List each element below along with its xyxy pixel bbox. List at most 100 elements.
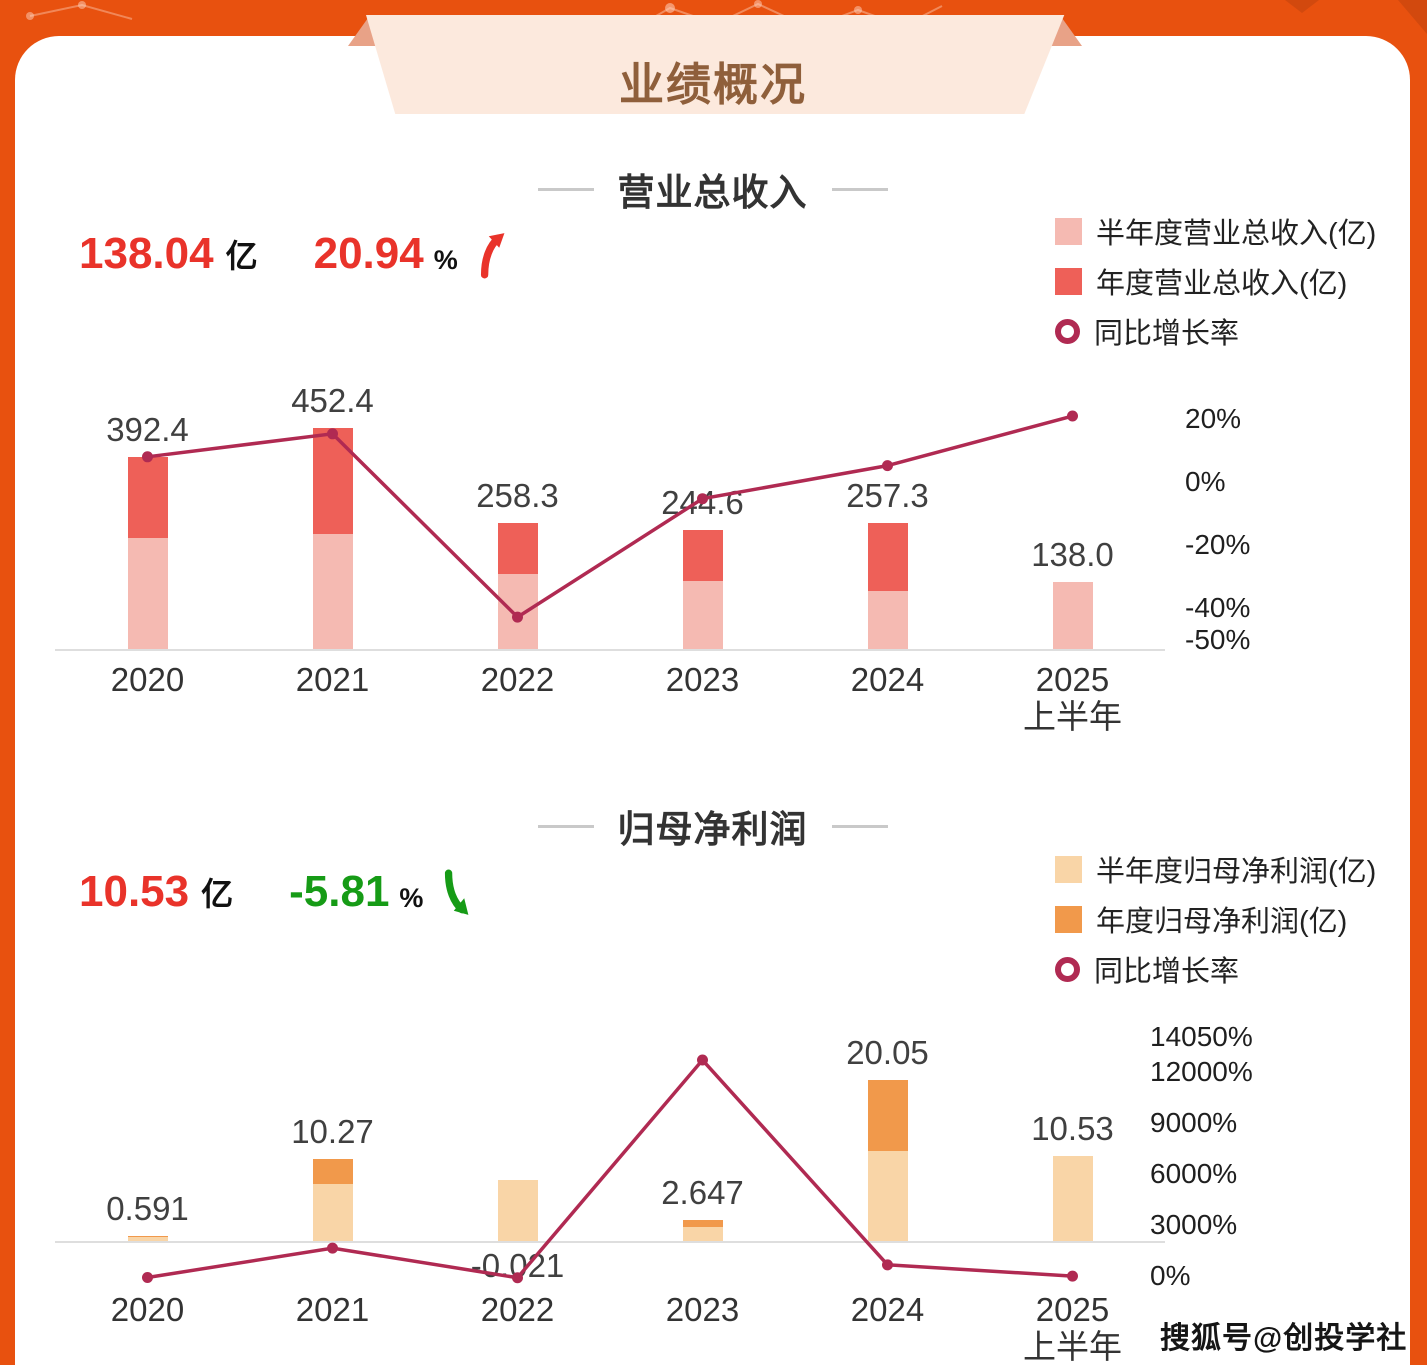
right-axis-tick-label: 3000% xyxy=(1150,1209,1238,1240)
x-axis-label: 2025 上半年 xyxy=(983,661,1163,735)
legend-item: 年度归母净利润(亿) xyxy=(1055,904,1376,938)
annual-bar-segment xyxy=(682,1219,723,1227)
half-year-bar-segment xyxy=(312,1184,353,1241)
bar-value-label: 138.0 xyxy=(1031,535,1114,573)
legend-label: 年度营业总收入(亿) xyxy=(1096,268,1348,300)
x-axis-label: 2024 xyxy=(798,661,978,698)
legend-square-swatch xyxy=(1055,217,1082,245)
bar-value-label: 10.53 xyxy=(1031,1110,1114,1148)
growth-point xyxy=(882,1259,893,1271)
stat-pct: 20.94 xyxy=(313,229,424,278)
revenue-chart-title-row: 营业总收入 xyxy=(15,162,1410,216)
bar-value-label: 452.4 xyxy=(291,382,374,420)
title-dash-right xyxy=(831,187,888,191)
annual-bar-segment xyxy=(127,457,168,539)
half-year-bar-segment xyxy=(127,538,168,649)
revenue-stat-row: 138.04 亿 20.94% xyxy=(79,229,512,279)
x-axis-label: 2023 xyxy=(613,661,793,698)
legend-label: 年度归母净利润(亿) xyxy=(1096,906,1348,938)
net-profit-chart-title-row: 归母净利润 xyxy=(15,799,1410,853)
x-axis-label-year: 2025 xyxy=(1035,1291,1110,1328)
stat-pct: -5.81 xyxy=(289,867,390,916)
annual-bar-segment xyxy=(867,1080,908,1152)
stat-unit: 亿 xyxy=(225,238,258,274)
x-axis-label-year: 2021 xyxy=(295,661,370,698)
x-axis-label: 2020 xyxy=(58,1291,238,1328)
stat-pct-unit: % xyxy=(433,245,458,275)
bar-value-label: 392.4 xyxy=(106,411,189,449)
bar-value-label: 244.6 xyxy=(661,483,744,521)
half-year-bar-segment xyxy=(1052,1156,1093,1241)
legend-label: 同比增长率 xyxy=(1094,318,1240,350)
trend-down-arrow-icon xyxy=(445,869,469,915)
right-axis-tick-label: -20% xyxy=(1185,529,1251,560)
stat-unit: 亿 xyxy=(201,876,234,912)
arrow-head xyxy=(454,898,469,915)
right-axis-tick-label: 0% xyxy=(1150,1260,1191,1291)
watermark: 搜狐号@创投学社 xyxy=(1160,1322,1408,1355)
annual-bar-segment xyxy=(127,1236,168,1238)
bar-value-label: 2.647 xyxy=(661,1173,744,1211)
annual-bar-segment xyxy=(682,529,723,582)
half-year-bar-segment xyxy=(1052,581,1093,649)
legend-square-swatch xyxy=(1055,905,1082,933)
half-year-bar-segment xyxy=(312,534,353,649)
x-axis-label: 2022 xyxy=(428,661,608,698)
right-axis-tick-label: 12000% xyxy=(1150,1056,1253,1087)
annual-bar-segment xyxy=(312,428,353,535)
trend-up-arrow-icon xyxy=(480,233,505,279)
banner-title: 业绩概况 xyxy=(618,59,807,110)
half-year-bar-segment xyxy=(682,581,723,649)
x-axis-label-year: 2020 xyxy=(110,661,185,698)
half-year-bar-segment xyxy=(867,1151,908,1241)
banner-ribbon: 业绩概况 xyxy=(365,15,1065,114)
x-axis-label: 2022 xyxy=(428,1291,608,1328)
right-axis-tick-label: -50% xyxy=(1185,623,1251,655)
bar-value-label: 20.05 xyxy=(846,1034,929,1071)
x-axis-label-year: 2020 xyxy=(110,1291,185,1328)
legend-item: 年度营业总收入(亿) xyxy=(1055,266,1376,300)
chart-title: 归母净利润 xyxy=(617,809,808,850)
x-axis-label-year: 2022 xyxy=(480,661,555,698)
legend-item: 半年度营业总收入(亿) xyxy=(1055,216,1376,250)
right-axis-tick-label: -40% xyxy=(1185,592,1251,623)
bar-value-label: 0.591 xyxy=(106,1190,189,1228)
stat-pct-unit: % xyxy=(399,883,424,913)
x-axis-label: 2021 xyxy=(243,661,423,698)
x-axis-label: 2024 xyxy=(798,1291,978,1328)
x-axis-label-period: 上半年 xyxy=(1023,698,1122,735)
chart-title: 营业总收入 xyxy=(617,172,808,213)
revenue-legend: 半年度营业总收入(亿) 年度营业总收入(亿) 同比增长率 xyxy=(1055,216,1376,366)
half-year-bar-segment xyxy=(682,1226,723,1241)
x-axis-label-year: 2024 xyxy=(850,661,925,698)
stat-value: 10.53 xyxy=(79,867,190,916)
legend-label: 同比增长率 xyxy=(1094,956,1240,988)
half-year-bar-segment xyxy=(497,1179,538,1241)
x-axis-label-year: 2023 xyxy=(665,661,740,698)
legend-ring-swatch xyxy=(1055,956,1080,982)
annual-bar-segment xyxy=(867,523,908,591)
growth-point xyxy=(1067,1270,1078,1282)
x-axis-label: 2021 xyxy=(243,1291,423,1328)
annual-bar-segment xyxy=(312,1158,353,1184)
x-axis-label-period: 上半年 xyxy=(1023,1328,1122,1365)
half-year-bar-segment xyxy=(497,574,538,649)
legend-item: 同比增长率 xyxy=(1055,954,1376,988)
net-profit-plot-area: 0.591 2020 10.27 2021 -0.021 2022 2.647 2023 20.… xyxy=(55,1034,1165,1365)
bar-value-label: 10.27 xyxy=(291,1112,374,1150)
x-axis-label-year: 2021 xyxy=(295,1291,370,1328)
right-axis-tick-label: 9000% xyxy=(1150,1107,1238,1138)
legend-ring-swatch xyxy=(1055,318,1080,344)
x-axis-label-year: 2024 xyxy=(850,1291,925,1328)
bar-value-label: 257.3 xyxy=(846,477,929,515)
legend-label: 半年度营业总收入(亿) xyxy=(1096,218,1377,250)
x-axis-label: 2025 上半年 xyxy=(983,1291,1163,1365)
legend-item: 同比增长率 xyxy=(1055,316,1376,350)
bar-value-label: -0.021 xyxy=(470,1247,565,1284)
net-profit-legend: 半年度归母净利润(亿) 年度归母净利润(亿) 同比增长率 xyxy=(1055,854,1376,1004)
net-profit-stat-row: 10.53 亿 -5.81% xyxy=(79,867,477,917)
growth-point xyxy=(142,1272,153,1284)
stat-value: 138.04 xyxy=(79,229,214,278)
revenue-plot-area: 392.4 2020 452.4 2021 258.3 2022 244.6 2023 257.… xyxy=(55,381,1165,735)
x-axis-label: 2023 xyxy=(613,1291,793,1328)
